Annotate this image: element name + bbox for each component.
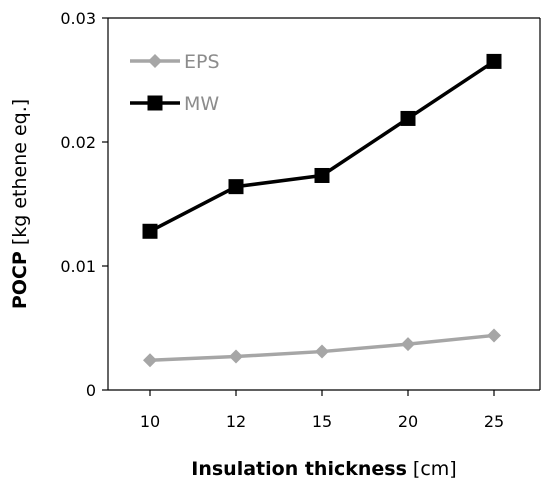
x-tick-label: 20 (398, 412, 418, 431)
legend: EPS MW (130, 51, 220, 115)
legend-label-eps: EPS (184, 51, 220, 73)
y-tick-label: 0.03 (60, 9, 96, 28)
series-layer: EPS 10: 0.0024 EPS 12: 0.0027 EPS 15: 0.00… (142, 53, 502, 368)
legend-item-eps: EPS (130, 51, 220, 73)
data-point-mw: MW 12: 0.0164 (228, 179, 244, 195)
data-point-mw: MW 10: 0.0128 (142, 223, 158, 239)
y-tick-labels: 0 0.01 0.02 0.03 (60, 9, 108, 400)
x-axis-title-bold: Insulation thickness (191, 458, 407, 480)
series-eps: EPS 10: 0.0024 EPS 12: 0.0027 EPS 15: 0.00… (143, 328, 501, 368)
series-mw: MW 10: 0.0128 MW 12: 0.0164 MW 15: 0.0173 M… (142, 53, 502, 239)
x-tick-label: 12 (226, 412, 246, 431)
y-tick-label: 0.01 (60, 257, 96, 276)
data-point-mw: MW 25: 0.0265 (486, 53, 502, 69)
data-point-mw: MW 20: 0.0219 (400, 110, 416, 126)
x-tick-label: 25 (484, 412, 504, 431)
x-axis-title-unit: [cm] (407, 458, 457, 480)
legend-label-mw: MW (184, 93, 219, 115)
data-point-eps: EPS 15: 0.0031 (315, 344, 329, 359)
legend-marker-mw (147, 95, 163, 111)
series-line-mw (149, 59, 495, 233)
data-point-eps: EPS 10: 0.0024 (143, 353, 157, 368)
legend-marker-eps (148, 54, 162, 68)
y-tick-label: 0.02 (60, 133, 96, 152)
data-point-eps: EPS 12: 0.0027 (229, 349, 243, 364)
data-point-mw: MW 15: 0.0173 (314, 167, 330, 183)
legend-item-mw: MW (130, 93, 219, 115)
x-tick-labels: 10 12 15 20 25 (140, 390, 504, 431)
y-axis-title-unit: [kg ethene eq.] (9, 99, 31, 251)
x-tick-label: 10 (140, 412, 160, 431)
y-axis-title: POCP [kg ethene eq.] (9, 99, 31, 309)
y-tick-label: 0 (86, 381, 96, 400)
x-tick-label: 15 (312, 412, 332, 431)
x-axis-title: Insulation thickness [cm] (191, 458, 456, 480)
y-axis-title-bold: POCP (9, 251, 31, 309)
plot-area (107, 17, 541, 391)
data-point-eps: EPS 25: 0.0044 (487, 328, 501, 343)
data-point-eps: EPS 20: 0.0037 (401, 337, 415, 352)
